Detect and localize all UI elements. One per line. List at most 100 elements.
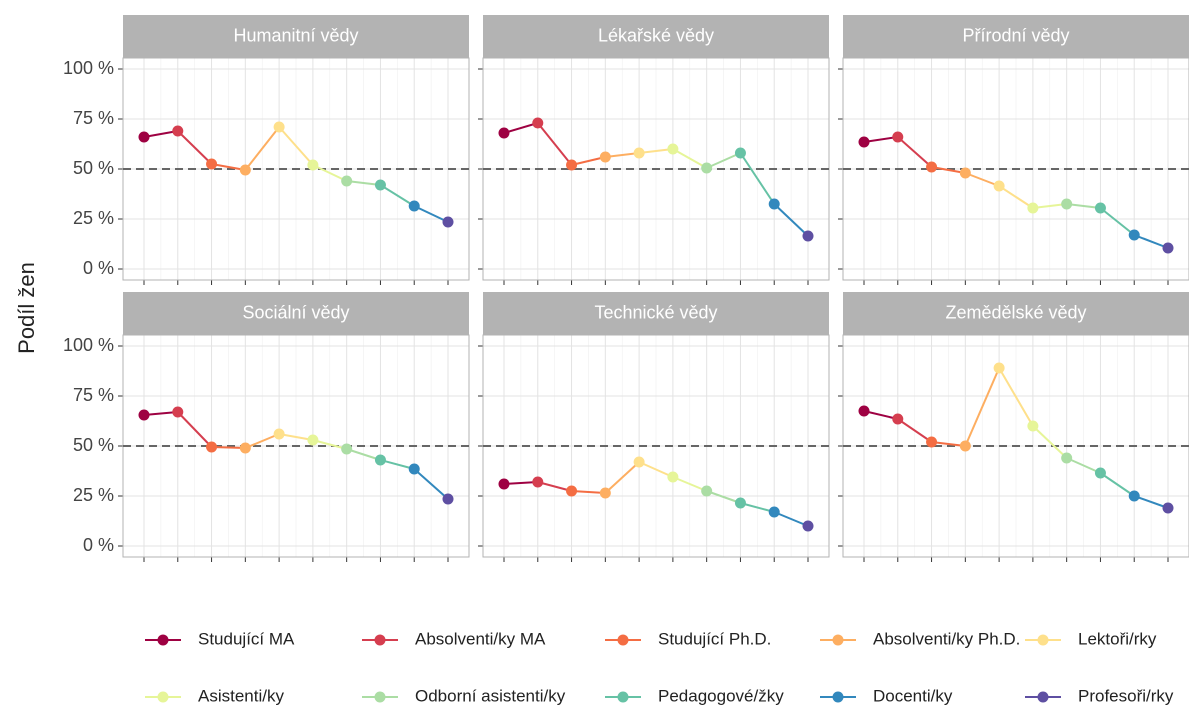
point	[1128, 229, 1140, 241]
line-segment	[571, 156, 606, 166]
facet-strip	[843, 15, 1189, 58]
facet-strip	[123, 292, 469, 335]
line-segment	[1133, 495, 1169, 509]
point	[341, 443, 353, 455]
point	[1061, 198, 1073, 210]
legend-marker	[1037, 691, 1049, 703]
point	[734, 497, 746, 509]
point	[1094, 202, 1106, 214]
point	[498, 478, 510, 490]
point	[172, 406, 184, 418]
legend-label: Profesoři/rky	[1078, 686, 1174, 705]
line-segment	[413, 468, 449, 500]
facet-title: Lékařské vědy	[598, 25, 714, 45]
line-segment	[897, 418, 933, 443]
point	[408, 463, 420, 475]
point	[1027, 202, 1039, 214]
point	[959, 167, 971, 179]
point	[1061, 452, 1073, 464]
point	[138, 409, 150, 421]
line-segment	[605, 152, 640, 158]
point	[926, 436, 938, 448]
line-segment	[740, 502, 775, 513]
point	[273, 121, 285, 133]
line-segment	[503, 481, 538, 485]
line-segment	[346, 448, 381, 461]
legend-label: Pedagogové/žky	[658, 686, 784, 705]
line-segment	[143, 411, 178, 416]
point	[701, 485, 713, 497]
legend-label: Asistenti/ky	[198, 686, 284, 705]
legend-marker	[832, 634, 844, 646]
point	[1094, 467, 1106, 479]
line-segment	[177, 130, 213, 165]
line-segment	[706, 490, 741, 504]
line-segment	[244, 433, 280, 449]
line-segment	[1066, 457, 1101, 474]
legend-marker	[617, 691, 629, 703]
facet-strip	[123, 15, 469, 58]
y-tick-label: 100 %	[63, 335, 114, 355]
point	[599, 151, 611, 163]
point	[307, 159, 319, 171]
legend-marker	[617, 634, 629, 646]
line-segment	[897, 136, 933, 168]
point	[993, 362, 1005, 374]
point	[599, 487, 611, 499]
line-segment	[1032, 425, 1068, 459]
legend-label: Odborní asistenti/ky	[415, 686, 566, 705]
point	[667, 143, 679, 155]
point	[239, 442, 251, 454]
facet-strip	[483, 292, 829, 335]
line-segment	[211, 163, 246, 171]
point	[206, 441, 218, 453]
line-segment	[604, 461, 640, 494]
point	[566, 485, 578, 497]
line-segment	[964, 172, 1000, 187]
facet-title: Humanitní vědy	[233, 25, 358, 45]
y-axis-label: Podíl žen	[14, 262, 39, 354]
line-segment	[998, 185, 1034, 209]
legend-marker	[1037, 634, 1049, 646]
point	[768, 198, 780, 210]
legend-marker	[157, 691, 169, 703]
point	[802, 230, 814, 242]
line-segment	[537, 481, 572, 492]
line-segment	[278, 126, 314, 166]
y-tick-label: 0 %	[83, 535, 114, 555]
line-segment	[706, 152, 741, 169]
line-segment	[1099, 207, 1135, 236]
y-tick-label: 0 %	[83, 258, 114, 278]
facet-strip	[843, 292, 1189, 335]
line-segment	[312, 164, 348, 182]
point	[374, 179, 386, 191]
point	[1162, 242, 1174, 254]
point	[341, 175, 353, 187]
line-segment	[773, 511, 809, 527]
line-segment	[739, 152, 776, 205]
legend-marker	[832, 691, 844, 703]
line-segment	[278, 433, 314, 441]
point	[206, 158, 218, 170]
point	[959, 440, 971, 452]
point	[442, 493, 454, 505]
line-segment	[379, 184, 415, 207]
line-segment	[863, 410, 899, 420]
point	[667, 471, 679, 483]
point	[1027, 420, 1039, 432]
point	[138, 131, 150, 143]
line-segment	[672, 148, 708, 169]
point	[566, 159, 578, 171]
y-tick-label: 25 %	[73, 485, 114, 505]
point	[768, 506, 780, 518]
point	[633, 147, 645, 159]
point	[532, 117, 544, 129]
y-tick-label: 75 %	[73, 385, 114, 405]
y-tick-label: 25 %	[73, 208, 114, 228]
point	[498, 127, 510, 139]
line-segment	[1066, 203, 1101, 209]
facet-title: Přírodní vědy	[962, 25, 1069, 45]
line-segment	[571, 490, 606, 494]
facet-title: Technické vědy	[594, 302, 717, 322]
line-segment	[998, 367, 1034, 427]
